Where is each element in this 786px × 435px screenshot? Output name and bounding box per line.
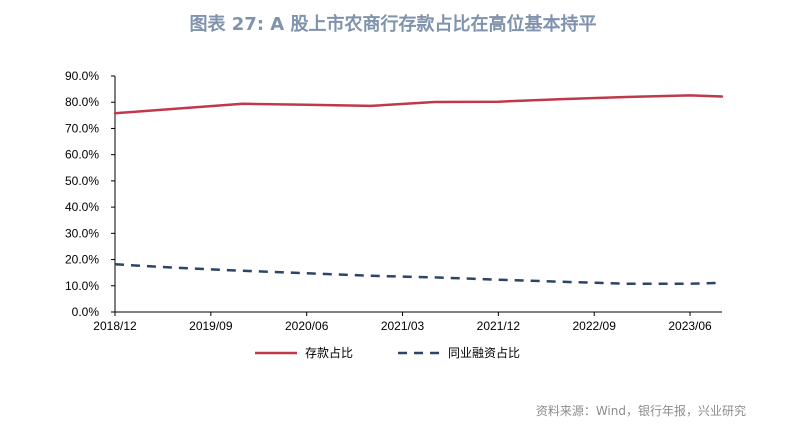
- legend-label-1: 同业融资占比: [448, 345, 520, 360]
- y-tick-label: 70.0%: [65, 121, 99, 135]
- legend-label-0: 存款占比: [305, 345, 353, 360]
- x-tick-label: 2020/06: [285, 319, 329, 333]
- x-axis: 2018/12 2019/09 2020/06 2021/03 2021/12 2022/…: [93, 311, 722, 333]
- series-group: [113, 94, 724, 285]
- x-tick-label: 2019/09: [189, 319, 233, 333]
- x-tick-label: 2018/12: [93, 319, 137, 333]
- series-line-0: [113, 94, 724, 115]
- y-tick-label: 0.0%: [72, 305, 100, 319]
- x-tick-label: 2022/09: [573, 319, 617, 333]
- legend: 存款占比 同业融资占比: [255, 345, 520, 360]
- y-tick-label: 60.0%: [65, 148, 99, 162]
- y-tick-label: 30.0%: [65, 226, 99, 240]
- y-tick-label: 90.0%: [65, 69, 99, 83]
- source-note: 资料来源：Wind，银行年报，兴业研究: [535, 404, 746, 418]
- y-tick-label: 20.0%: [65, 253, 99, 267]
- y-tick-label: 50.0%: [65, 174, 99, 188]
- x-tick-label: 2021/12: [477, 319, 521, 333]
- series-line-1: [114, 263, 723, 285]
- x-tick-label: 2023/06: [668, 319, 712, 333]
- y-tick-label: 40.0%: [65, 200, 99, 214]
- x-tick-label: 2021/03: [381, 319, 425, 333]
- y-tick-label: 80.0%: [65, 95, 99, 109]
- y-axis: 0.0% 10.0% 20.0% 30.0% 40.0% 50.0% 60.0% 70.0% 8…: [65, 69, 116, 319]
- y-tick-label: 10.0%: [65, 279, 99, 293]
- chart-title: 图表 27: A 股上市农商行存款占比在高位基本持平: [189, 14, 597, 35]
